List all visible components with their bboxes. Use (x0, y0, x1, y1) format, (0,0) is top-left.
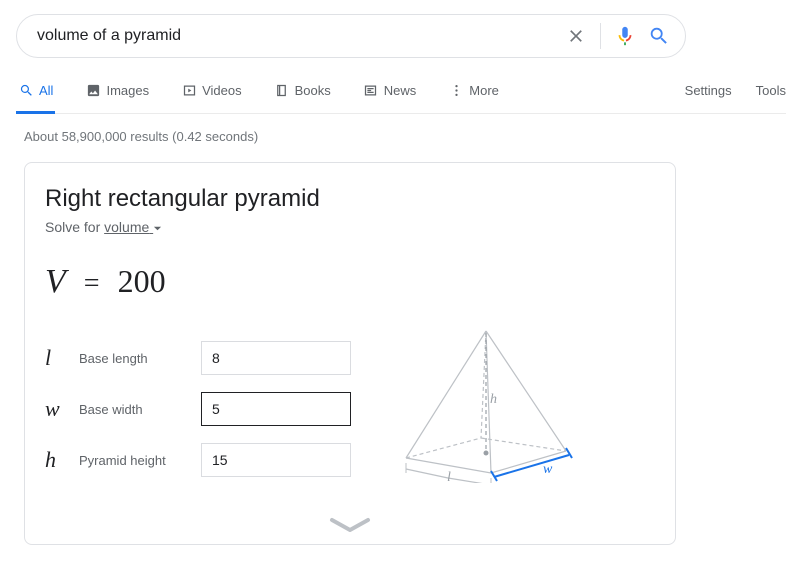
news-icon (363, 82, 379, 98)
tab-books[interactable]: Books (272, 82, 333, 114)
solve-for-label: Solve for (45, 219, 104, 235)
diagram-h-label: h (490, 392, 497, 407)
search-input[interactable] (37, 27, 564, 45)
result-value: 200 (118, 263, 166, 299)
images-icon (85, 82, 101, 98)
input-row-w: w Base width (45, 392, 351, 426)
tab-images[interactable]: Images (83, 82, 151, 114)
books-icon (274, 82, 290, 98)
more-icon (448, 82, 464, 98)
pyramid-diagram: h l w (391, 323, 655, 488)
label-w: Base width (79, 402, 201, 417)
tab-all-label: All (39, 83, 53, 98)
result-eq: = (84, 268, 100, 299)
formula-result: V = 200 (45, 263, 655, 301)
tab-images-label: Images (106, 83, 149, 98)
result-symbol: V (45, 263, 66, 300)
search-icon[interactable] (647, 24, 671, 48)
tab-all[interactable]: All (16, 82, 55, 114)
tab-videos-label: Videos (202, 83, 242, 98)
tab-news-label: News (384, 83, 417, 98)
label-h: Pyramid height (79, 453, 201, 468)
card-title: Right rectangular pyramid (45, 185, 655, 213)
tab-news[interactable]: News (361, 82, 419, 114)
symbol-h: h (45, 447, 79, 473)
diagram-w-label: w (543, 462, 553, 477)
diagram-l-label: l (447, 470, 451, 483)
tabs-row: All Images Videos Books News More Settin… (16, 82, 786, 114)
mic-icon[interactable] (613, 24, 637, 48)
search-small-icon (18, 82, 34, 98)
symbol-l: l (45, 345, 79, 371)
search-bar (16, 14, 686, 58)
calculator-card: Right rectangular pyramid Solve for volu… (24, 162, 676, 545)
input-l[interactable] (201, 341, 351, 375)
input-row-l: l Base length (45, 341, 351, 375)
settings-link[interactable]: Settings (685, 83, 732, 98)
input-row-h: h Pyramid height (45, 443, 351, 477)
input-w[interactable] (201, 392, 351, 426)
tab-more[interactable]: More (446, 82, 501, 114)
input-h[interactable] (201, 443, 351, 477)
result-stats: About 58,900,000 results (0.42 seconds) (24, 129, 783, 144)
symbol-w: w (45, 396, 79, 422)
inputs-column: l Base length w Base width h Pyramid hei… (45, 341, 351, 506)
label-l: Base length (79, 351, 201, 366)
solve-for-dropdown[interactable]: volume (104, 219, 162, 235)
tools-link[interactable]: Tools (756, 83, 786, 98)
tab-books-label: Books (295, 83, 331, 98)
tab-more-label: More (469, 83, 499, 98)
videos-icon (181, 82, 197, 98)
solve-for-row: Solve for volume (45, 219, 655, 235)
tab-videos[interactable]: Videos (179, 82, 244, 114)
expand-chevron[interactable] (45, 506, 655, 536)
clear-icon[interactable] (564, 24, 588, 48)
search-divider (600, 23, 601, 49)
